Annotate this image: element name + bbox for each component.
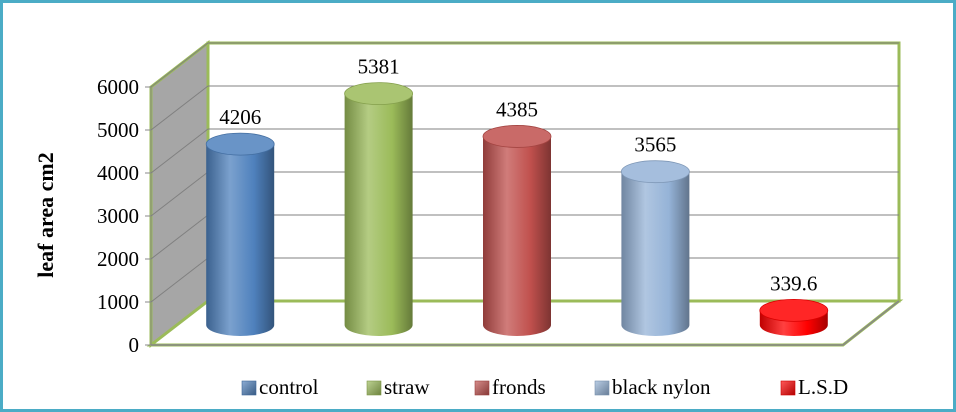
gridline-side (150, 257, 209, 303)
legend-item-straw: straw (366, 375, 430, 399)
y-tick-label: 6000 (97, 75, 139, 99)
bar-l-s-d (759, 298, 829, 336)
gridline-side (150, 214, 209, 260)
bar-straw (344, 82, 414, 336)
legend-label: straw (384, 375, 430, 399)
floor-edge (842, 300, 900, 346)
bar-chart: 0 1000 2000 3000 4000 5000 6000 4206 5381 4385 35… (33, 39, 904, 399)
legend-label: control (259, 375, 319, 399)
legend-label: black nylon (612, 375, 711, 399)
data-label: 3565 (634, 133, 676, 157)
bar-fronds (482, 125, 552, 336)
gridline-side (150, 171, 209, 217)
bar-body (483, 136, 551, 336)
legend-swatch (594, 380, 610, 396)
bar-top (344, 82, 414, 106)
y-tick-label: 4000 (97, 161, 139, 185)
bar-body (344, 93, 413, 336)
bar-black-nylon (621, 160, 690, 336)
bar-body (621, 171, 690, 336)
legend-swatch (241, 380, 257, 396)
bar-top (482, 125, 552, 148)
legend-item-l-s-d: L.S.D (780, 375, 848, 399)
data-label: 4385 (496, 97, 538, 121)
y-tick-label: 0 (129, 333, 140, 357)
y-tick-label: 3000 (97, 204, 139, 228)
bar-body (206, 144, 275, 336)
data-label: 4206 (219, 105, 261, 129)
legend-swatch (474, 380, 490, 396)
y-axis-title: leaf area cm2 (33, 152, 58, 277)
y-tick-label: 5000 (97, 118, 139, 142)
legend-label: L.S.D (798, 375, 848, 399)
bar-top (759, 298, 829, 322)
data-label: 339.6 (770, 271, 817, 295)
legend-item-black-nylon: black nylon (594, 375, 711, 399)
gridline-side (150, 85, 209, 131)
bars (205, 82, 829, 336)
bar-top (621, 160, 690, 184)
bar-top (205, 132, 275, 156)
gridline-side (150, 128, 209, 174)
data-labels: 4206 5381 4385 3565 339.6 (219, 55, 817, 296)
gridline-side (150, 42, 209, 88)
y-axis: 0 1000 2000 3000 4000 5000 6000 (97, 75, 151, 357)
legend-swatch (780, 380, 796, 396)
legend-item-fronds: fronds (474, 375, 546, 399)
y-tick-label: 1000 (97, 290, 139, 314)
data-label: 5381 (358, 55, 400, 79)
legend-swatch (366, 380, 382, 396)
bar-control (205, 132, 275, 336)
gridlines (150, 42, 899, 303)
y-tick-label: 2000 (97, 247, 139, 271)
legend-label: fronds (492, 375, 546, 399)
legend: control straw fronds black nylon L.S.D (241, 375, 848, 399)
legend-item-control: control (241, 375, 319, 399)
